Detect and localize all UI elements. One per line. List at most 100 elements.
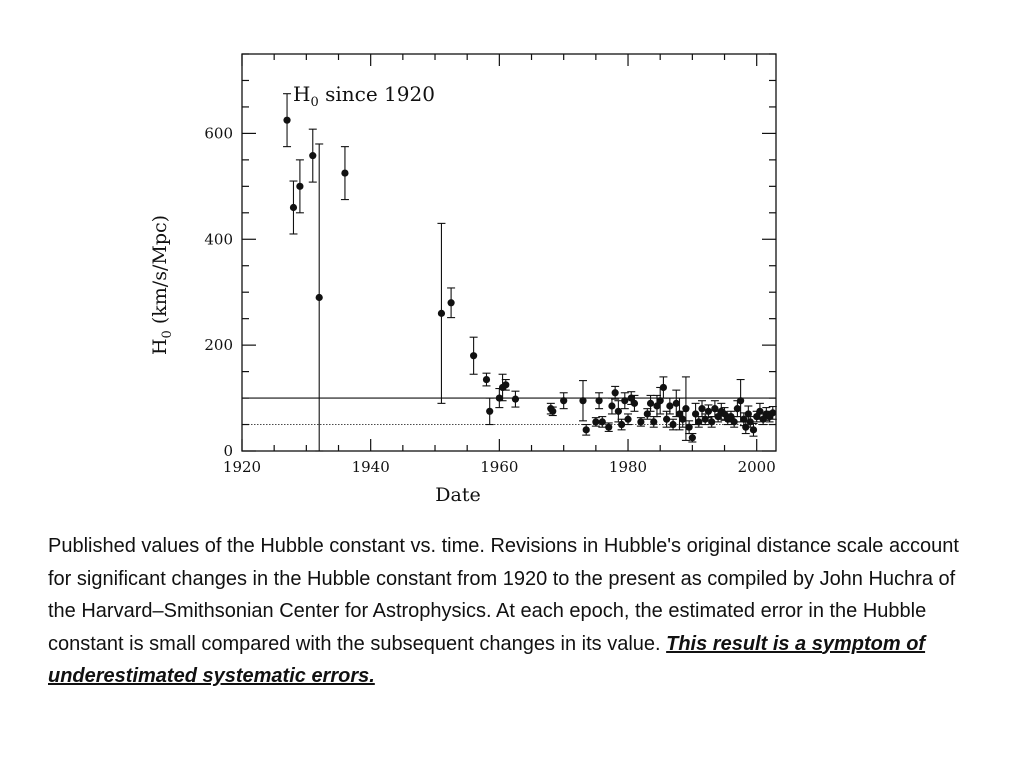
data-point [559,392,568,410]
point-marker [283,116,291,124]
point-marker [495,394,503,402]
point-marker [289,203,298,212]
data-point [501,378,510,391]
point-marker [679,415,687,423]
point-marker [669,420,677,429]
point-marker [549,407,557,415]
data-point [340,146,349,201]
x-tick-label: 1940 [352,458,390,476]
data-point [308,128,317,183]
data-point [741,420,750,435]
point-marker [646,399,655,407]
point-marker [470,352,478,360]
point-marker [769,409,777,417]
point-marker [630,399,639,407]
point-marker [579,397,587,405]
data-point [607,397,616,415]
data-point [469,336,478,375]
point-marker [753,412,761,421]
data-point [636,417,645,427]
data-point [598,416,607,428]
point-marker [624,415,632,423]
hubble-constant-chart: 1920 1940 1960 1980 2000 0 200 400 600 H0 since… [149,53,777,506]
data-point [643,408,652,420]
x-tick-label: 1960 [480,458,518,476]
point-marker [698,405,706,413]
y-axis-label: H0 (km/s/Mpc) [149,215,175,355]
data-point [630,394,639,412]
point-marker [315,293,323,302]
point-marker [582,426,590,434]
point-marker [708,418,716,426]
x-tick-label: 2000 [738,458,776,476]
point-marker [617,420,626,429]
data-point [662,410,671,428]
point-marker [737,397,745,405]
point-marker [711,405,719,413]
data-point [665,397,674,415]
point-marker [447,299,455,307]
point-marker [511,395,520,403]
caption-emphasis: This result is a symptom of underestimat… [48,632,926,688]
data-point [437,222,446,404]
point-marker [296,182,304,190]
data-point [704,404,713,419]
data-point [736,378,745,423]
point-marker [650,418,658,426]
data-point [578,380,587,422]
data-point [447,287,456,319]
x-axis-label: Date [435,484,480,506]
data-point [289,180,298,235]
point-marker [756,407,764,415]
point-marker [688,434,696,442]
data-point [482,372,491,387]
data-point [675,397,684,431]
y-tick-label: 600 [204,124,233,142]
data-point [649,416,658,428]
data-point [595,392,604,410]
point-marker [341,169,349,177]
point-marker [598,418,606,426]
data-point [295,159,304,214]
point-marker [672,399,680,407]
data-point [694,416,703,428]
data-point [283,93,292,148]
point-marker [666,402,674,410]
point-marker [437,309,446,317]
plot-frame [241,53,777,452]
point-marker [695,418,703,426]
point-marker [656,397,664,405]
point-marker [704,407,713,415]
point-marker [482,375,491,384]
data-point [749,422,758,437]
point-marker [605,423,613,431]
point-marker [653,402,661,410]
point-marker [663,415,671,423]
data-point [656,386,665,415]
point-marker [730,418,738,426]
data-point [768,405,777,420]
point-marker [595,397,603,405]
point-marker [675,410,684,418]
point-marker [627,394,635,402]
data-point [591,417,600,427]
point-marker [691,410,700,418]
point-marker [659,383,668,392]
data-point [652,394,661,418]
point-marker [682,405,690,413]
data-point [604,422,613,432]
data-point [624,413,633,426]
caption-text: Published values of the Hubble constant … [48,535,959,655]
point-marker [560,397,568,405]
point-marker [685,423,693,431]
y-tick-label: 400 [204,230,233,248]
chart-title: H0 since 1920 [293,82,435,110]
y-tick-label: 0 [223,442,233,460]
point-marker [742,423,750,431]
point-marker [744,410,752,418]
x-tick-label: 1980 [609,458,647,476]
x-tick-labels: 1920 1940 1960 1980 2000 [223,458,776,476]
figure-caption: Published values of the Hubble constant … [48,530,978,693]
data-point [315,143,324,452]
data-point [582,423,591,436]
